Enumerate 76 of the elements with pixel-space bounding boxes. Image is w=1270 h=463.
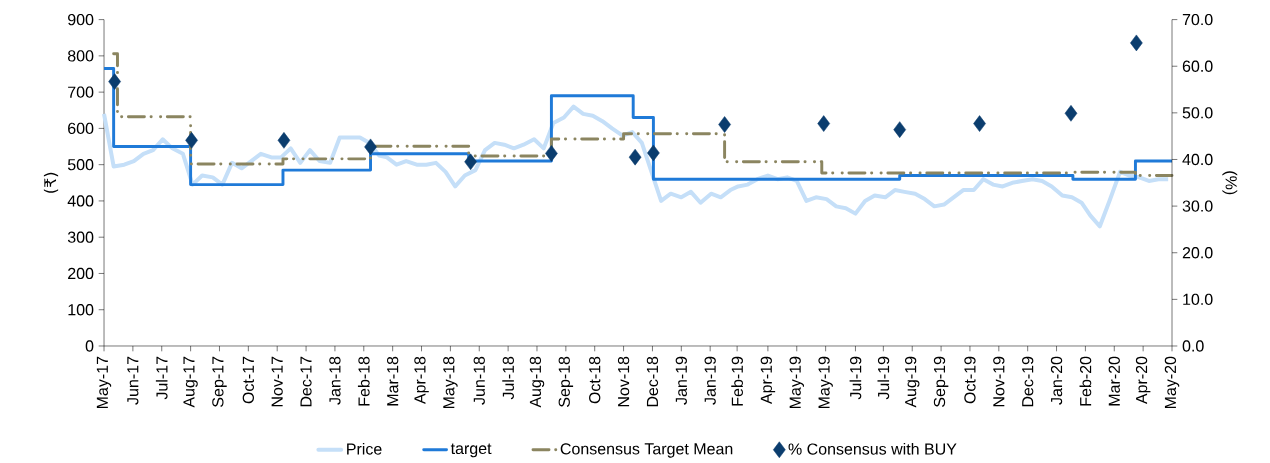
- x-tick-label: Jan-18: [329, 356, 341, 405]
- x-tick-label: Jul-18: [502, 356, 514, 400]
- x-tick-label: Jul-19: [877, 356, 890, 400]
- y2-tick-label: 50.0: [1182, 107, 1213, 119]
- x-tick-label: Aug-18: [529, 356, 545, 408]
- x-tick-label: Oct-18: [589, 356, 601, 404]
- point: [628, 148, 642, 166]
- y-tick-label: 200: [68, 267, 94, 280]
- x-tick-label: Aug-19: [904, 356, 920, 408]
- x-tick-label: May-20: [1164, 356, 1180, 409]
- x-tick-label: Mar-20: [1108, 356, 1120, 406]
- x-tick-label: Dec-19: [1022, 356, 1034, 407]
- y-tick-label: 500: [67, 159, 94, 171]
- y-tick-label: 900: [68, 13, 94, 26]
- legend-label: % Consensus with BUY: [788, 442, 957, 455]
- y-tick-label: 300: [67, 231, 94, 243]
- point: [108, 73, 121, 90]
- x-tick-label: Sep-18: [558, 356, 574, 407]
- y-tick-label: 100: [68, 304, 94, 316]
- x-tick-label: Nov-18: [617, 356, 630, 407]
- y2-tick-label: 40.0: [1182, 153, 1213, 166]
- x-tick-label: Nov-19: [993, 356, 1005, 407]
- point: [364, 138, 377, 156]
- point: [185, 132, 198, 149]
- x-tick-label: Jun-17: [127, 356, 139, 405]
- legend-label: target: [450, 443, 492, 458]
- y2-tick-label: 0.0: [1182, 340, 1204, 352]
- y2-tick-label: 10.0: [1183, 293, 1213, 306]
- x-tick-label: Sep-19: [933, 356, 949, 407]
- y-tick-label: 0: [85, 340, 94, 352]
- x-tick-label: Jul-17: [155, 356, 168, 400]
- y-tick-label: 700: [68, 86, 94, 98]
- y-tick-label: 400: [67, 195, 94, 207]
- x-tick-label: Jul-19: [849, 356, 862, 400]
- y-axis-title: (₹): [43, 172, 59, 193]
- x-tick-label: Sep-17: [212, 356, 227, 407]
- point: [1130, 34, 1143, 52]
- y-tick-label: 600: [68, 122, 94, 135]
- x-tick-label: May-19: [818, 356, 833, 409]
- x-tick-label: Apr-19: [760, 356, 776, 405]
- x-tick-label: Oct-17: [242, 356, 254, 404]
- y2-tick-label: 20.0: [1182, 247, 1213, 259]
- x-tick-label: Feb-18: [357, 356, 370, 406]
- y2-axis-title: (%): [1222, 171, 1238, 195]
- x-tick-label: Jan-20: [1050, 356, 1063, 405]
- x-tick-label: Apr-18: [414, 356, 429, 405]
- x-tick-label: Apr-20: [1135, 356, 1151, 405]
- point: [1064, 105, 1078, 122]
- point: [817, 115, 830, 132]
- legend-label: Price: [347, 442, 382, 455]
- x-tick-label: Nov-17: [271, 356, 283, 407]
- x-tick-label: May-18: [443, 356, 458, 409]
- x-tick-label: Oct-19: [964, 356, 976, 404]
- point: [277, 132, 291, 149]
- y2-tick-label: 70.0: [1182, 13, 1213, 26]
- x-tick-label: Feb-20: [1079, 356, 1092, 406]
- x-tick-label: Mar-18: [387, 356, 399, 406]
- x-tick-label: Jun-18: [473, 356, 485, 405]
- x-tick-label: Jan-19: [704, 356, 716, 405]
- y-tick-label: 800: [67, 50, 94, 62]
- x-tick-label: Feb-19: [731, 356, 743, 406]
- x-tick-label: May-19: [789, 356, 805, 409]
- point: [718, 116, 731, 133]
- point: [893, 121, 906, 138]
- point: [647, 144, 660, 162]
- point: [973, 115, 986, 132]
- x-tick-label: Aug-17: [183, 356, 198, 408]
- x-tick-label: Dec-17: [300, 356, 312, 407]
- point: [545, 145, 558, 162]
- point: [464, 153, 477, 171]
- x-tick-label: Jan-19: [675, 356, 687, 405]
- y2-tick-label: 60.0: [1182, 60, 1213, 72]
- legend-label: Consensus Target Mean: [560, 443, 733, 458]
- y2-tick-label: 30.0: [1182, 200, 1213, 212]
- x-tick-label: May-17: [96, 356, 112, 409]
- x-tick-label: Dec-18: [646, 356, 659, 407]
